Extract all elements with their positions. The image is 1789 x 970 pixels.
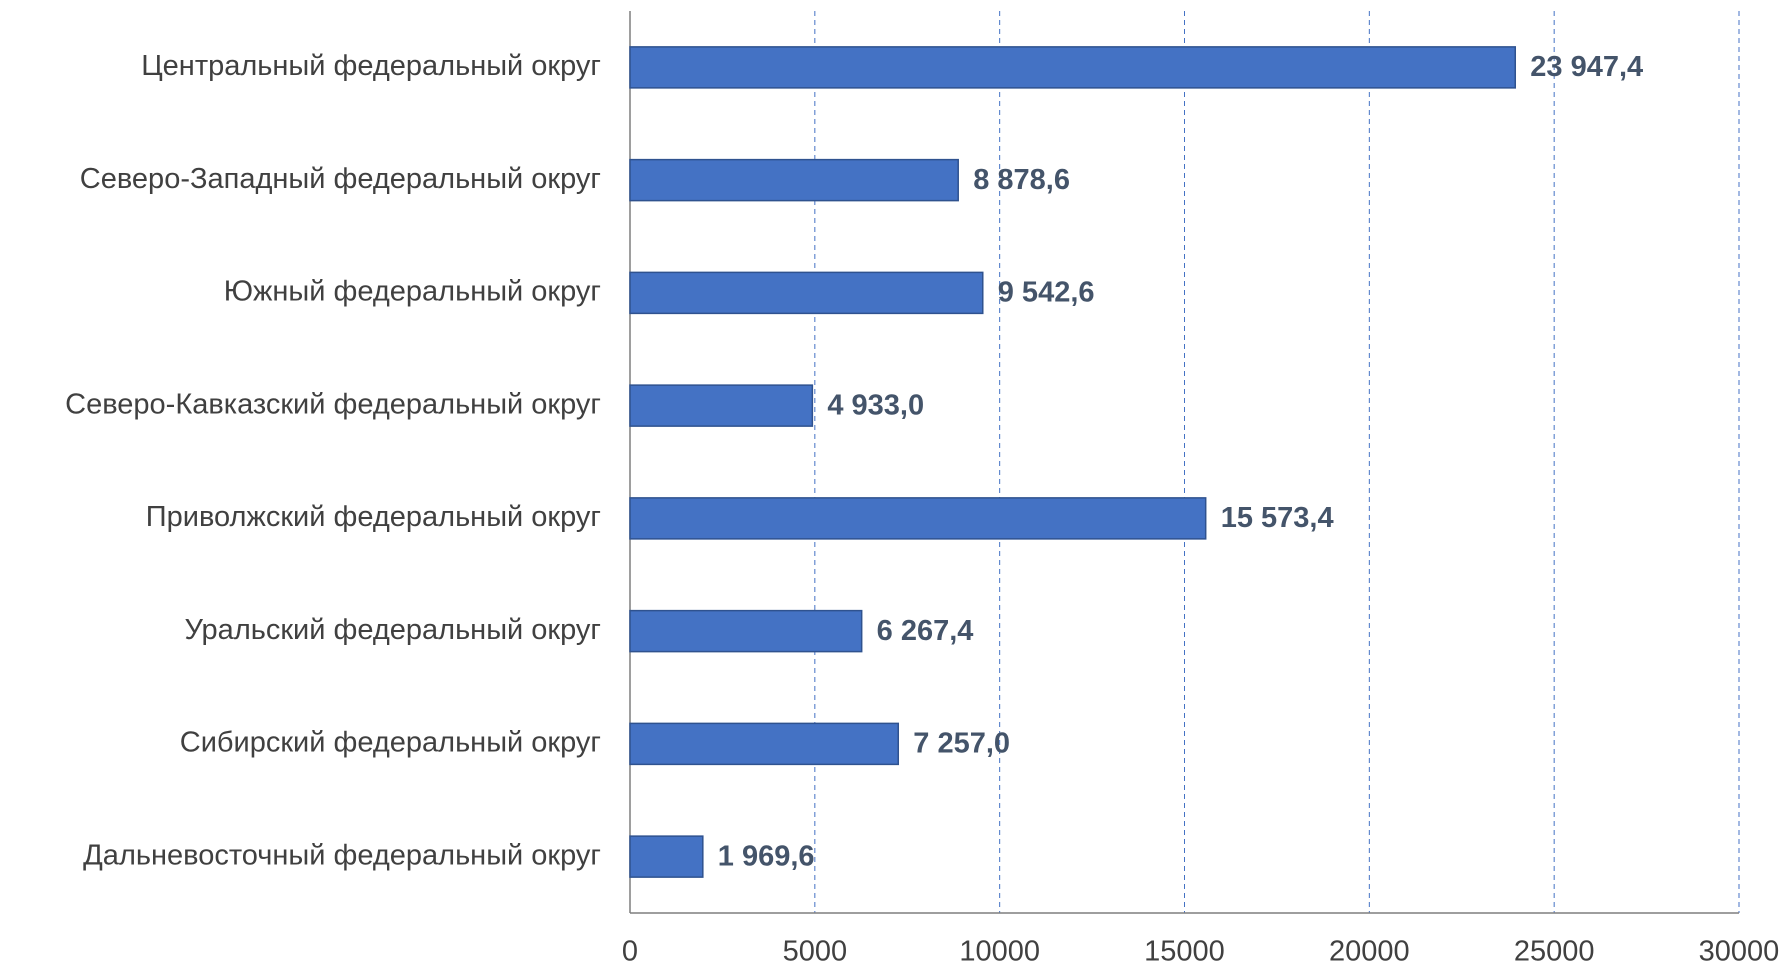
data-label: 4 933,0 bbox=[827, 389, 924, 421]
x-tick-label: 30000 bbox=[1699, 936, 1780, 968]
bar bbox=[629, 722, 900, 766]
data-label: 9 542,6 bbox=[998, 277, 1095, 309]
x-tick-label: 5000 bbox=[783, 936, 848, 968]
bar bbox=[629, 384, 814, 427]
data-label: 23 947,4 bbox=[1530, 51, 1643, 83]
x-tick-label: 10000 bbox=[959, 936, 1040, 968]
bar bbox=[629, 46, 1517, 89]
data-label: 1 969,6 bbox=[718, 840, 815, 872]
bar bbox=[629, 835, 704, 878]
bar bbox=[629, 271, 984, 315]
bar bbox=[629, 609, 863, 653]
data-label: 8 878,6 bbox=[973, 164, 1070, 196]
bar bbox=[629, 497, 1207, 540]
y-tick-label: Приволжский федеральный округ bbox=[146, 501, 601, 533]
x-tick-label: 25000 bbox=[1514, 936, 1595, 968]
data-label: 7 257,0 bbox=[913, 728, 1010, 760]
y-tick-label: Северо-Кавказский федеральный округ bbox=[65, 388, 601, 420]
y-tick-label: Уральский федеральный округ bbox=[184, 614, 601, 646]
x-tick-label: 20000 bbox=[1329, 936, 1410, 968]
y-tick-label: Дальневосточный федеральный округ bbox=[83, 839, 601, 871]
data-label: 15 573,4 bbox=[1221, 502, 1334, 534]
x-tick-label: 0 bbox=[622, 936, 638, 968]
data-label: 6 267,4 bbox=[877, 615, 974, 647]
y-tick-label: Северо-Западный федеральный округ bbox=[80, 163, 601, 195]
x-tick-label: 15000 bbox=[1144, 936, 1225, 968]
y-tick-label: Центральный федеральный округ bbox=[141, 50, 601, 82]
bar bbox=[629, 158, 959, 202]
y-tick-label: Южный федеральный округ bbox=[224, 276, 601, 308]
y-tick-label: Сибирский федеральный округ bbox=[180, 727, 601, 759]
